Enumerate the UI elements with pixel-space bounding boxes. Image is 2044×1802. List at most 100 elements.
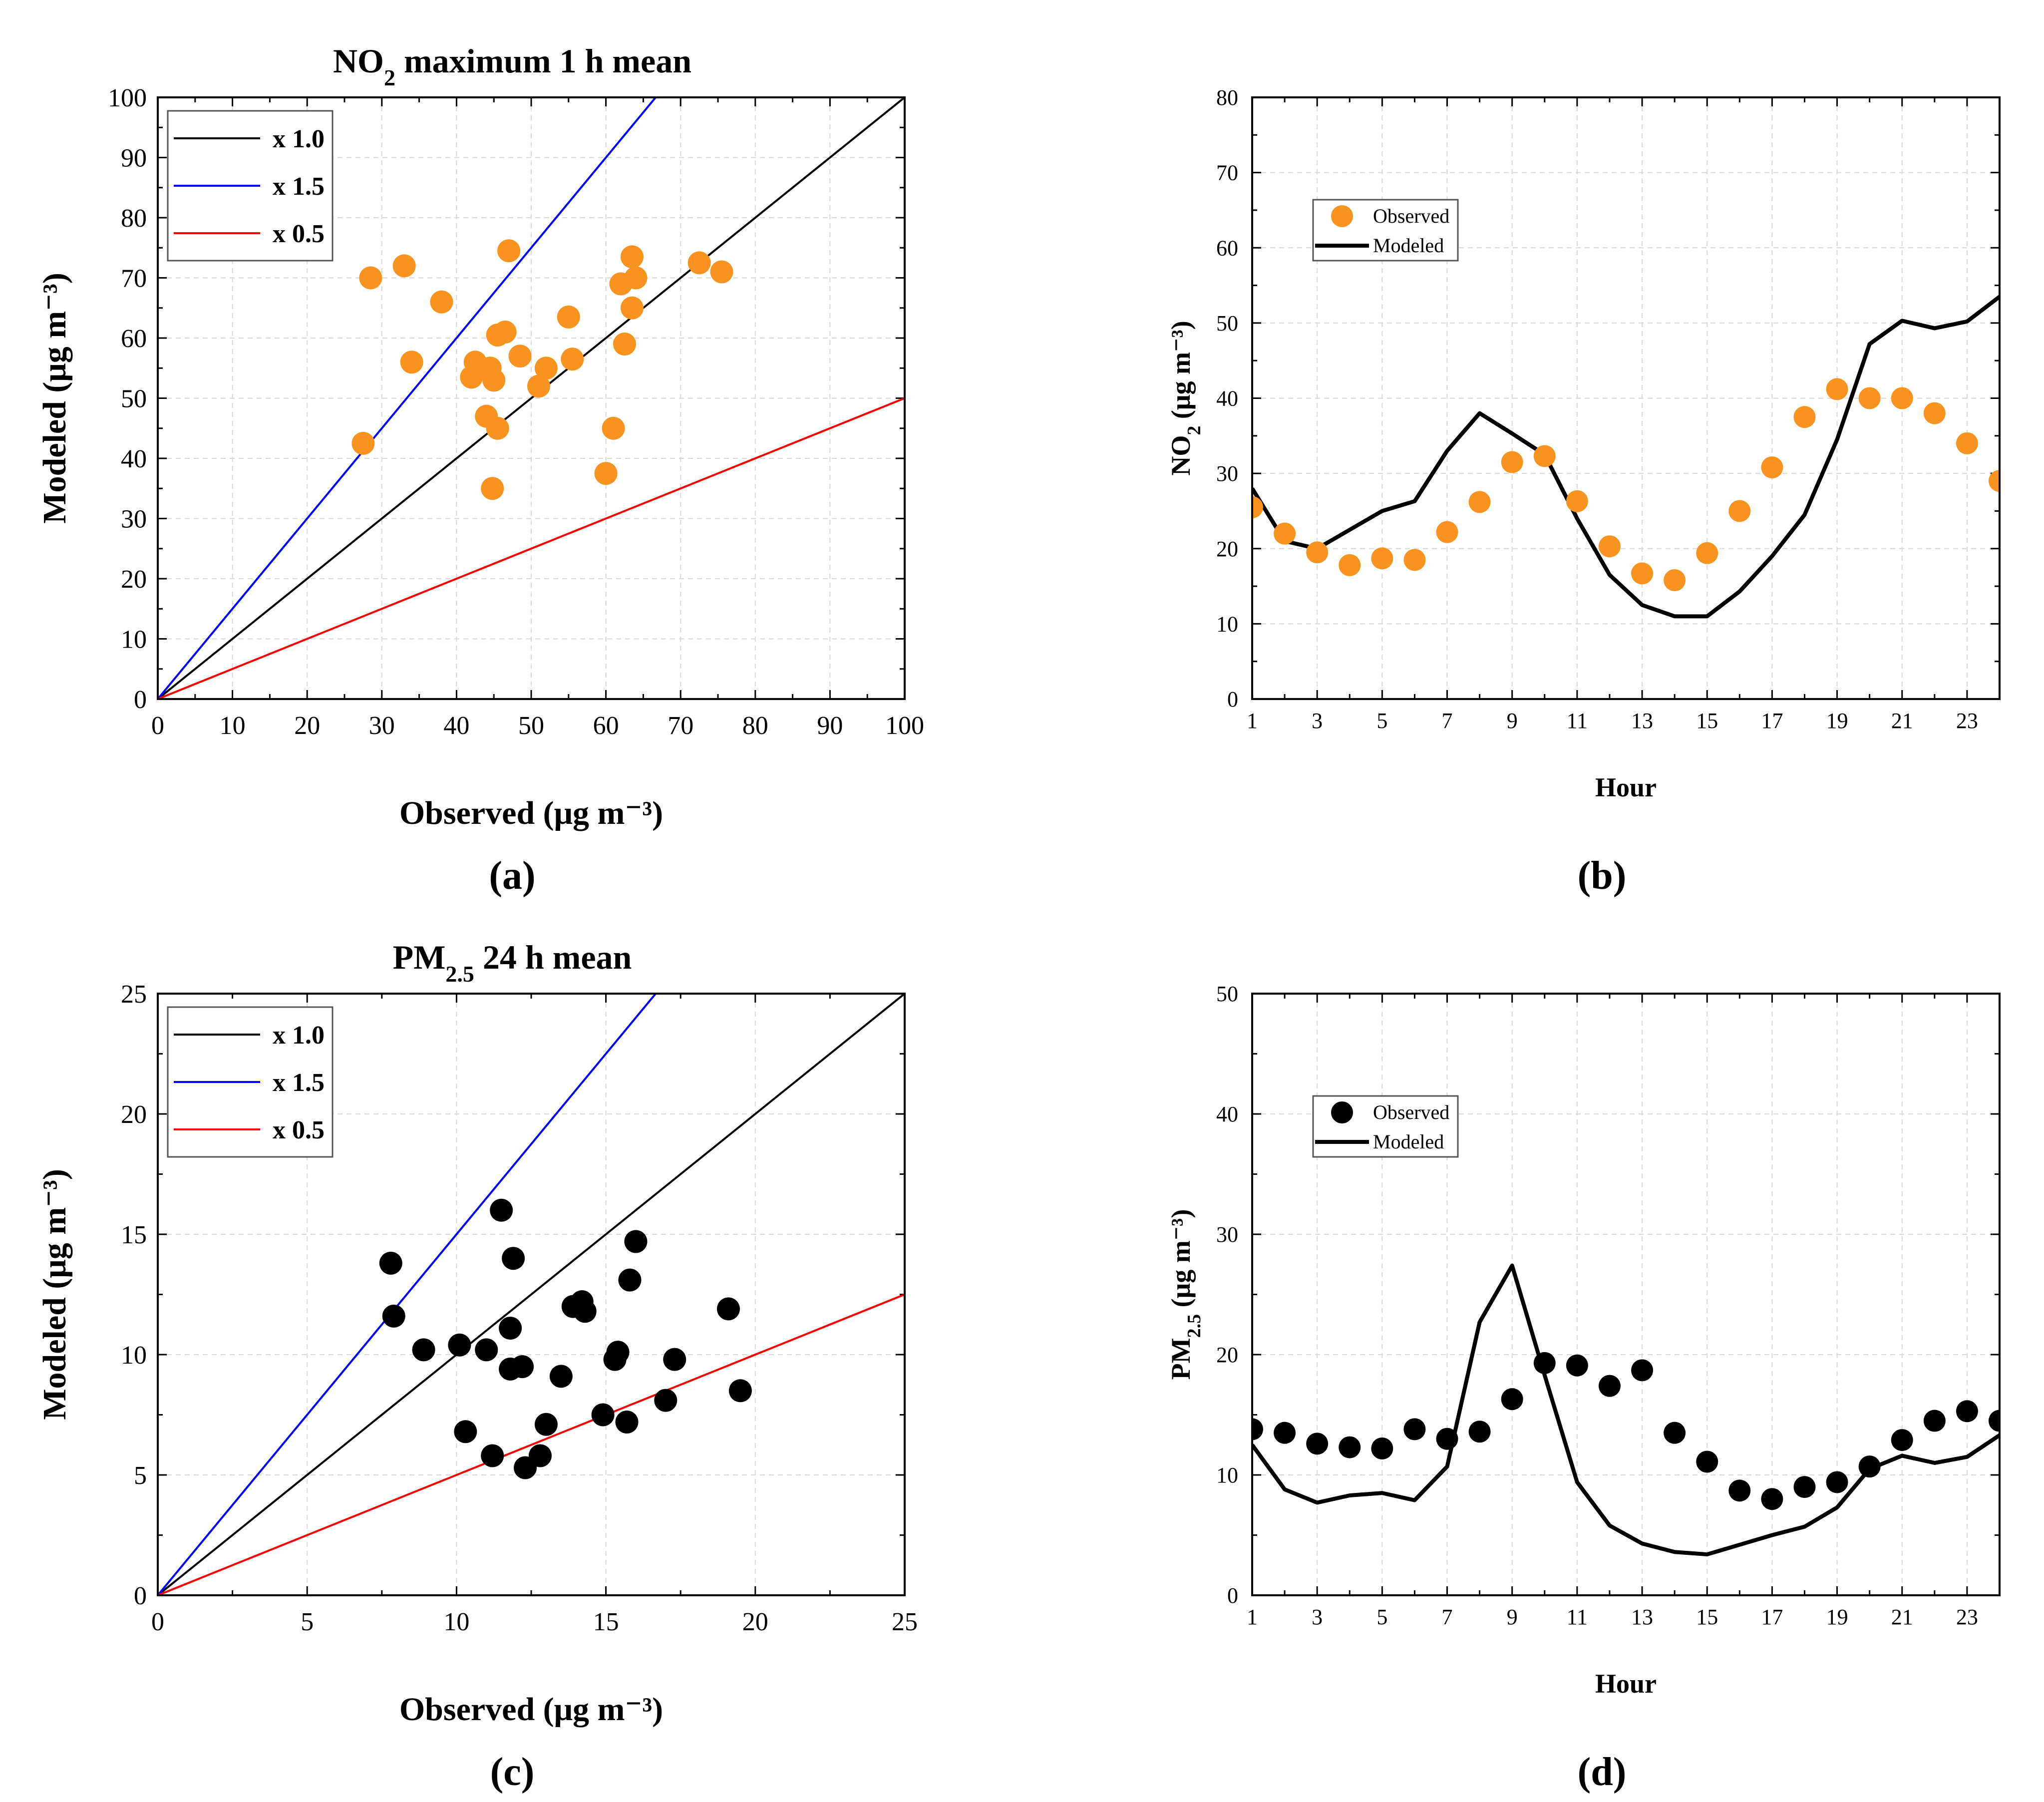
legend-label-modeled: Modeled	[1373, 234, 1444, 257]
legend-label: x 1.5	[273, 1069, 325, 1097]
x-tick-label: 9	[1507, 1605, 1518, 1629]
data-point-observed	[1891, 1429, 1913, 1451]
data-point-observed	[1696, 1450, 1718, 1473]
data-point-observed	[1436, 521, 1458, 543]
data-point	[591, 1403, 615, 1427]
data-point-observed	[1339, 1436, 1361, 1458]
plot-area	[1252, 1263, 2000, 1557]
x-tick-label: 5	[1376, 709, 1387, 733]
data-point-observed	[1339, 554, 1361, 576]
data-point	[687, 251, 711, 275]
data-point-observed	[1989, 470, 2000, 492]
data-point-observed	[1826, 1471, 1848, 1493]
x-tick-label: 70	[668, 712, 693, 740]
data-point-observed	[1306, 1433, 1329, 1455]
legend: Observed Modeled	[1312, 199, 1459, 262]
y-tick-label: 60	[121, 325, 147, 353]
data-point	[602, 416, 625, 440]
data-point-observed	[1826, 378, 1848, 400]
x-tick-label: 17	[1761, 709, 1783, 733]
y-tick-label: 20	[1216, 537, 1238, 561]
data-point	[663, 1348, 686, 1371]
legend-label-observed: Observed	[1373, 205, 1449, 227]
y-tick-label: 30	[1216, 1222, 1238, 1247]
data-point	[486, 416, 509, 440]
series-line-modeled	[1252, 1263, 2000, 1557]
legend-marker-observed	[1331, 1101, 1353, 1123]
y-tick-label: 80	[121, 204, 147, 233]
x-tick-label: 20	[294, 712, 320, 740]
data-point	[527, 374, 550, 398]
y-tick-label: 40	[1216, 386, 1238, 411]
ref-line-15	[158, 97, 657, 699]
data-point	[716, 1297, 740, 1321]
data-point-observed	[1858, 1455, 1881, 1478]
data-point	[710, 260, 733, 284]
plot-area	[158, 994, 905, 1595]
legend-label: x 0.5	[273, 1116, 325, 1144]
x-tick-label: 21	[1891, 1605, 1913, 1629]
y-axis-label: Modeled (μg m⁻³)	[36, 273, 73, 524]
y-tick-label: 90	[121, 144, 147, 173]
data-point	[412, 1338, 435, 1362]
data-point	[382, 1304, 405, 1328]
data-point	[534, 357, 558, 380]
x-tick-label: 90	[817, 712, 843, 740]
series-line-modeled	[1252, 295, 2000, 619]
data-point	[624, 266, 648, 290]
ref-line-05	[158, 1293, 905, 1595]
panel-b: 1 3 5 7 9 11 13 15 17 19 21 2301020304050607080Obse…	[1166, 85, 2001, 898]
y-tick-label: 20	[121, 1100, 147, 1129]
chart-title: PM2.5 24 h mean	[393, 938, 632, 987]
x-axis-label: Observed (μg m⁻³)	[399, 795, 663, 831]
y-tick-label: 0	[134, 686, 147, 714]
data-point	[359, 266, 382, 290]
y-tick-label: 50	[121, 385, 147, 413]
data-point-observed	[1501, 451, 1523, 473]
data-point	[475, 1338, 498, 1362]
data-point	[594, 462, 618, 485]
data-point-observed	[1533, 1352, 1556, 1374]
data-point-observed	[1728, 1479, 1751, 1502]
data-point	[493, 320, 517, 344]
x-tick-label: 9	[1507, 709, 1518, 733]
y-tick-label: 30	[1216, 461, 1238, 486]
data-point-observed	[1274, 1422, 1296, 1444]
data-point	[606, 1341, 630, 1364]
y-tick-label: 0	[1227, 687, 1238, 712]
x-tick-label: 5	[1376, 1605, 1387, 1629]
data-point-observed	[1566, 1354, 1588, 1377]
legend-label: x 0.5	[273, 220, 325, 248]
data-point	[613, 333, 636, 356]
x-tick-label: 60	[593, 712, 619, 740]
data-point	[499, 1316, 522, 1340]
y-tick-label: 70	[1216, 161, 1238, 185]
x-tick-label: 10	[220, 712, 246, 740]
chart-title: NO2 maximum 1 h mean	[333, 42, 691, 90]
ref-line-10	[158, 994, 905, 1595]
x-tick-label: 11	[1567, 1605, 1588, 1629]
legend-label: x 1.5	[273, 172, 325, 201]
x-tick-label: 15	[593, 1608, 619, 1636]
data-point-observed	[1436, 1428, 1458, 1450]
data-point-observed	[1274, 522, 1296, 545]
x-tick-label: 100	[885, 712, 924, 740]
ref-line-15	[158, 994, 657, 1595]
x-tick-label: 80	[742, 712, 768, 740]
data-point	[400, 351, 423, 374]
x-tick-label: 50	[518, 712, 544, 740]
data-point-observed	[1793, 406, 1816, 428]
x-tick-label: 19	[1826, 1605, 1848, 1629]
data-point	[508, 345, 532, 368]
data-point-observed	[1598, 1375, 1621, 1397]
x-axis-label: Observed (μg m⁻³)	[399, 1691, 663, 1728]
x-tick-label: 40	[443, 712, 469, 740]
data-point	[430, 290, 453, 314]
legend: x 1.0 x 1.5 x 0.5	[167, 1006, 334, 1158]
x-tick-label: 1	[1247, 1605, 1258, 1629]
x-tick-label: 21	[1891, 709, 1913, 733]
data-point-observed	[1468, 1421, 1491, 1443]
y-tick-label: 20	[1216, 1343, 1238, 1367]
data-point	[573, 1300, 597, 1323]
